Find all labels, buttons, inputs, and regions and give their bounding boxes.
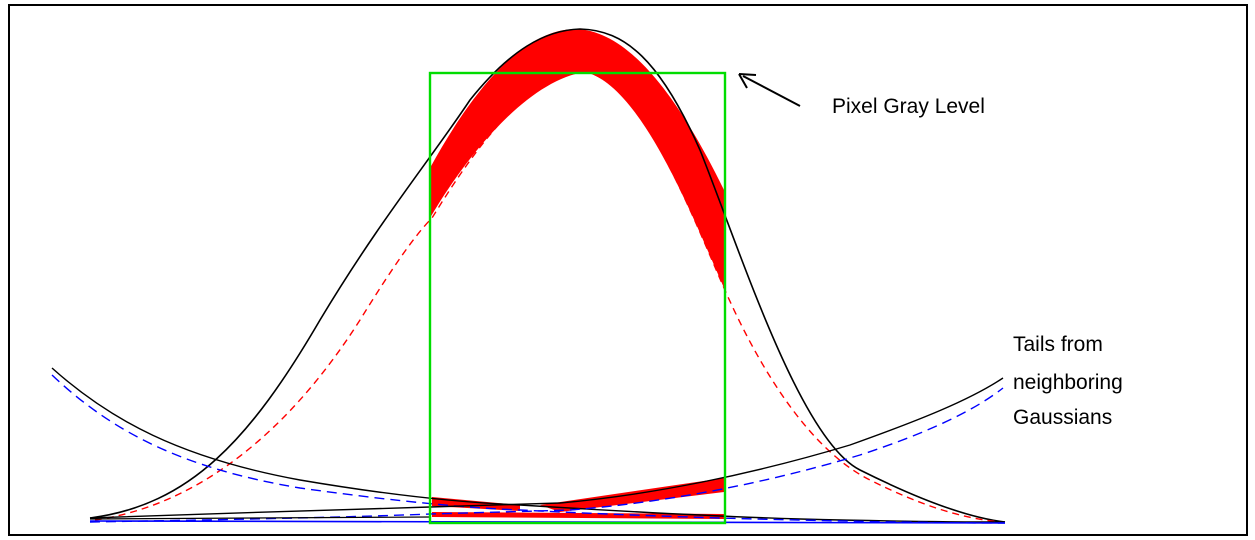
pixel-gray-level-label: Pixel Gray Level <box>832 95 985 118</box>
baseline-black <box>89 516 431 520</box>
error-region-top <box>430 29 724 288</box>
tails-label-line1: Tails from <box>1013 333 1103 356</box>
center-gaussian-fit <box>94 71 1001 523</box>
pixel-window <box>428 71 727 525</box>
tails-label-line2: neighboring <box>1013 371 1123 394</box>
right-tail-curve <box>89 377 1004 519</box>
pointer-arrow-head <box>738 73 757 89</box>
tails-label-line3: Gaussians <box>1013 406 1112 429</box>
left-tail-fit <box>51 374 1006 524</box>
error-region-floor <box>432 512 724 519</box>
right-tail-fit <box>89 387 1004 523</box>
left-tail-curve <box>51 367 1006 523</box>
center-gaussian-curve <box>89 28 1006 523</box>
pointer-arrow-line <box>742 75 801 107</box>
